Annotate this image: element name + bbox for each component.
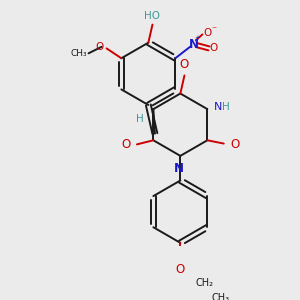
Text: CH₃: CH₃ bbox=[212, 293, 230, 300]
Text: O: O bbox=[230, 138, 240, 151]
Text: N: N bbox=[188, 38, 198, 51]
Text: HO: HO bbox=[145, 11, 160, 21]
Text: N: N bbox=[214, 103, 222, 112]
Text: ⁻: ⁻ bbox=[212, 26, 217, 35]
Text: O: O bbox=[95, 42, 103, 52]
Text: CH₂: CH₂ bbox=[195, 278, 213, 288]
Text: +: + bbox=[195, 35, 200, 41]
Text: H: H bbox=[136, 114, 143, 124]
Text: CH₃: CH₃ bbox=[70, 49, 87, 58]
Text: N: N bbox=[174, 162, 184, 176]
Text: O: O bbox=[180, 58, 189, 70]
Text: O: O bbox=[121, 138, 130, 151]
Text: O: O bbox=[210, 44, 218, 53]
Text: H: H bbox=[222, 103, 230, 112]
Text: O: O bbox=[176, 262, 185, 275]
Text: O: O bbox=[203, 28, 212, 38]
